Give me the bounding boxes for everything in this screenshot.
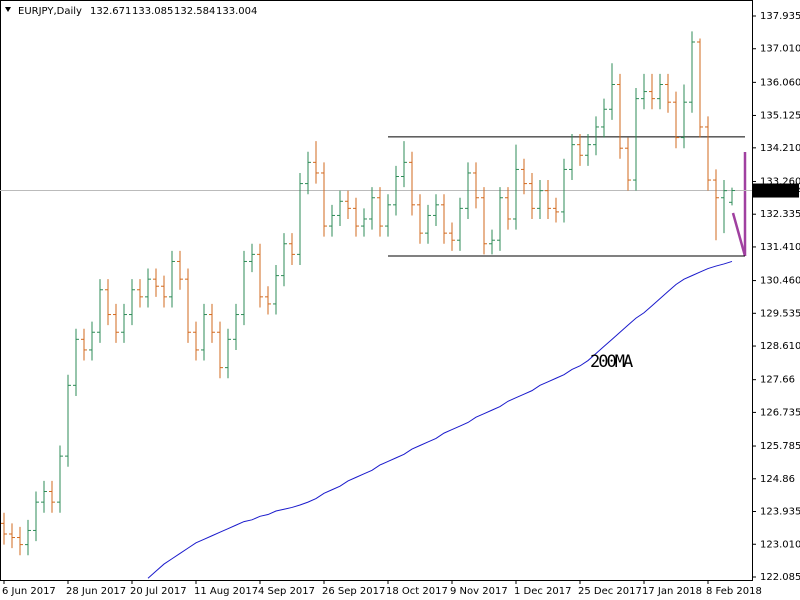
x-tick-label: 1 Dec 2017	[514, 586, 572, 597]
x-tick-label: 20 Jul 2017	[130, 586, 187, 597]
y-tick-label: 135.125	[760, 110, 800, 121]
arrow-stroke	[731, 212, 747, 257]
header-value: 133.085	[132, 6, 173, 17]
y-tick-label: 125.785	[760, 441, 800, 452]
x-tick-label: 28 Jun 2017	[66, 586, 126, 597]
x-tick-label: 26 Sep 2017	[322, 586, 385, 597]
price-box	[753, 183, 799, 198]
plot-frame	[0, 0, 753, 581]
y-tick-label: 123.935	[760, 507, 800, 518]
chart-symbol: EURJPY,Daily	[18, 6, 82, 17]
y-tick-label: 134.210	[760, 143, 800, 154]
y-tick-label: 131.410	[760, 242, 800, 253]
y-tick-label: 129.535	[760, 308, 800, 319]
y-tick-label: 128.610	[760, 341, 800, 352]
x-tick-label: 9 Nov 2017	[450, 586, 508, 597]
y-tick-label: 130.460	[760, 276, 800, 287]
x-tick-label: 8 Feb 2018	[706, 586, 762, 597]
y-tick-label: 123.010	[760, 539, 800, 550]
y-tick-label: 137.935	[760, 11, 800, 22]
x-tick-label: 4 Sep 2017	[258, 586, 315, 597]
y-tick-label: 124.86	[760, 474, 795, 485]
header-value: 132.671	[90, 6, 131, 17]
y-tick-label: 127.66	[760, 375, 795, 386]
price-label: 133.004	[762, 186, 800, 197]
y-tick-label: 122.085	[760, 572, 800, 583]
header-value: 133.004	[216, 6, 257, 17]
ma-label: 200MA	[590, 352, 633, 372]
ma-line	[147, 260, 733, 579]
x-tick-label: 6 Jun 2017	[2, 586, 56, 597]
y-tick-label: 126.735	[760, 407, 800, 418]
y-tick-label: 133.260	[760, 176, 800, 187]
header-value: 132.584	[174, 6, 215, 17]
x-tick-label: 25 Dec 2017	[578, 586, 642, 597]
x-tick-label: 17 Jan 2018	[642, 586, 702, 597]
y-tick-label: 132.335	[760, 209, 800, 220]
y-tick-label: 136.060	[760, 77, 800, 88]
x-tick-label: 11 Aug 2017	[194, 586, 258, 597]
y-tick-label: 137.010	[760, 44, 800, 55]
x-tick-label: 18 Oct 2017	[386, 586, 448, 597]
dropdown-icon	[5, 7, 11, 12]
